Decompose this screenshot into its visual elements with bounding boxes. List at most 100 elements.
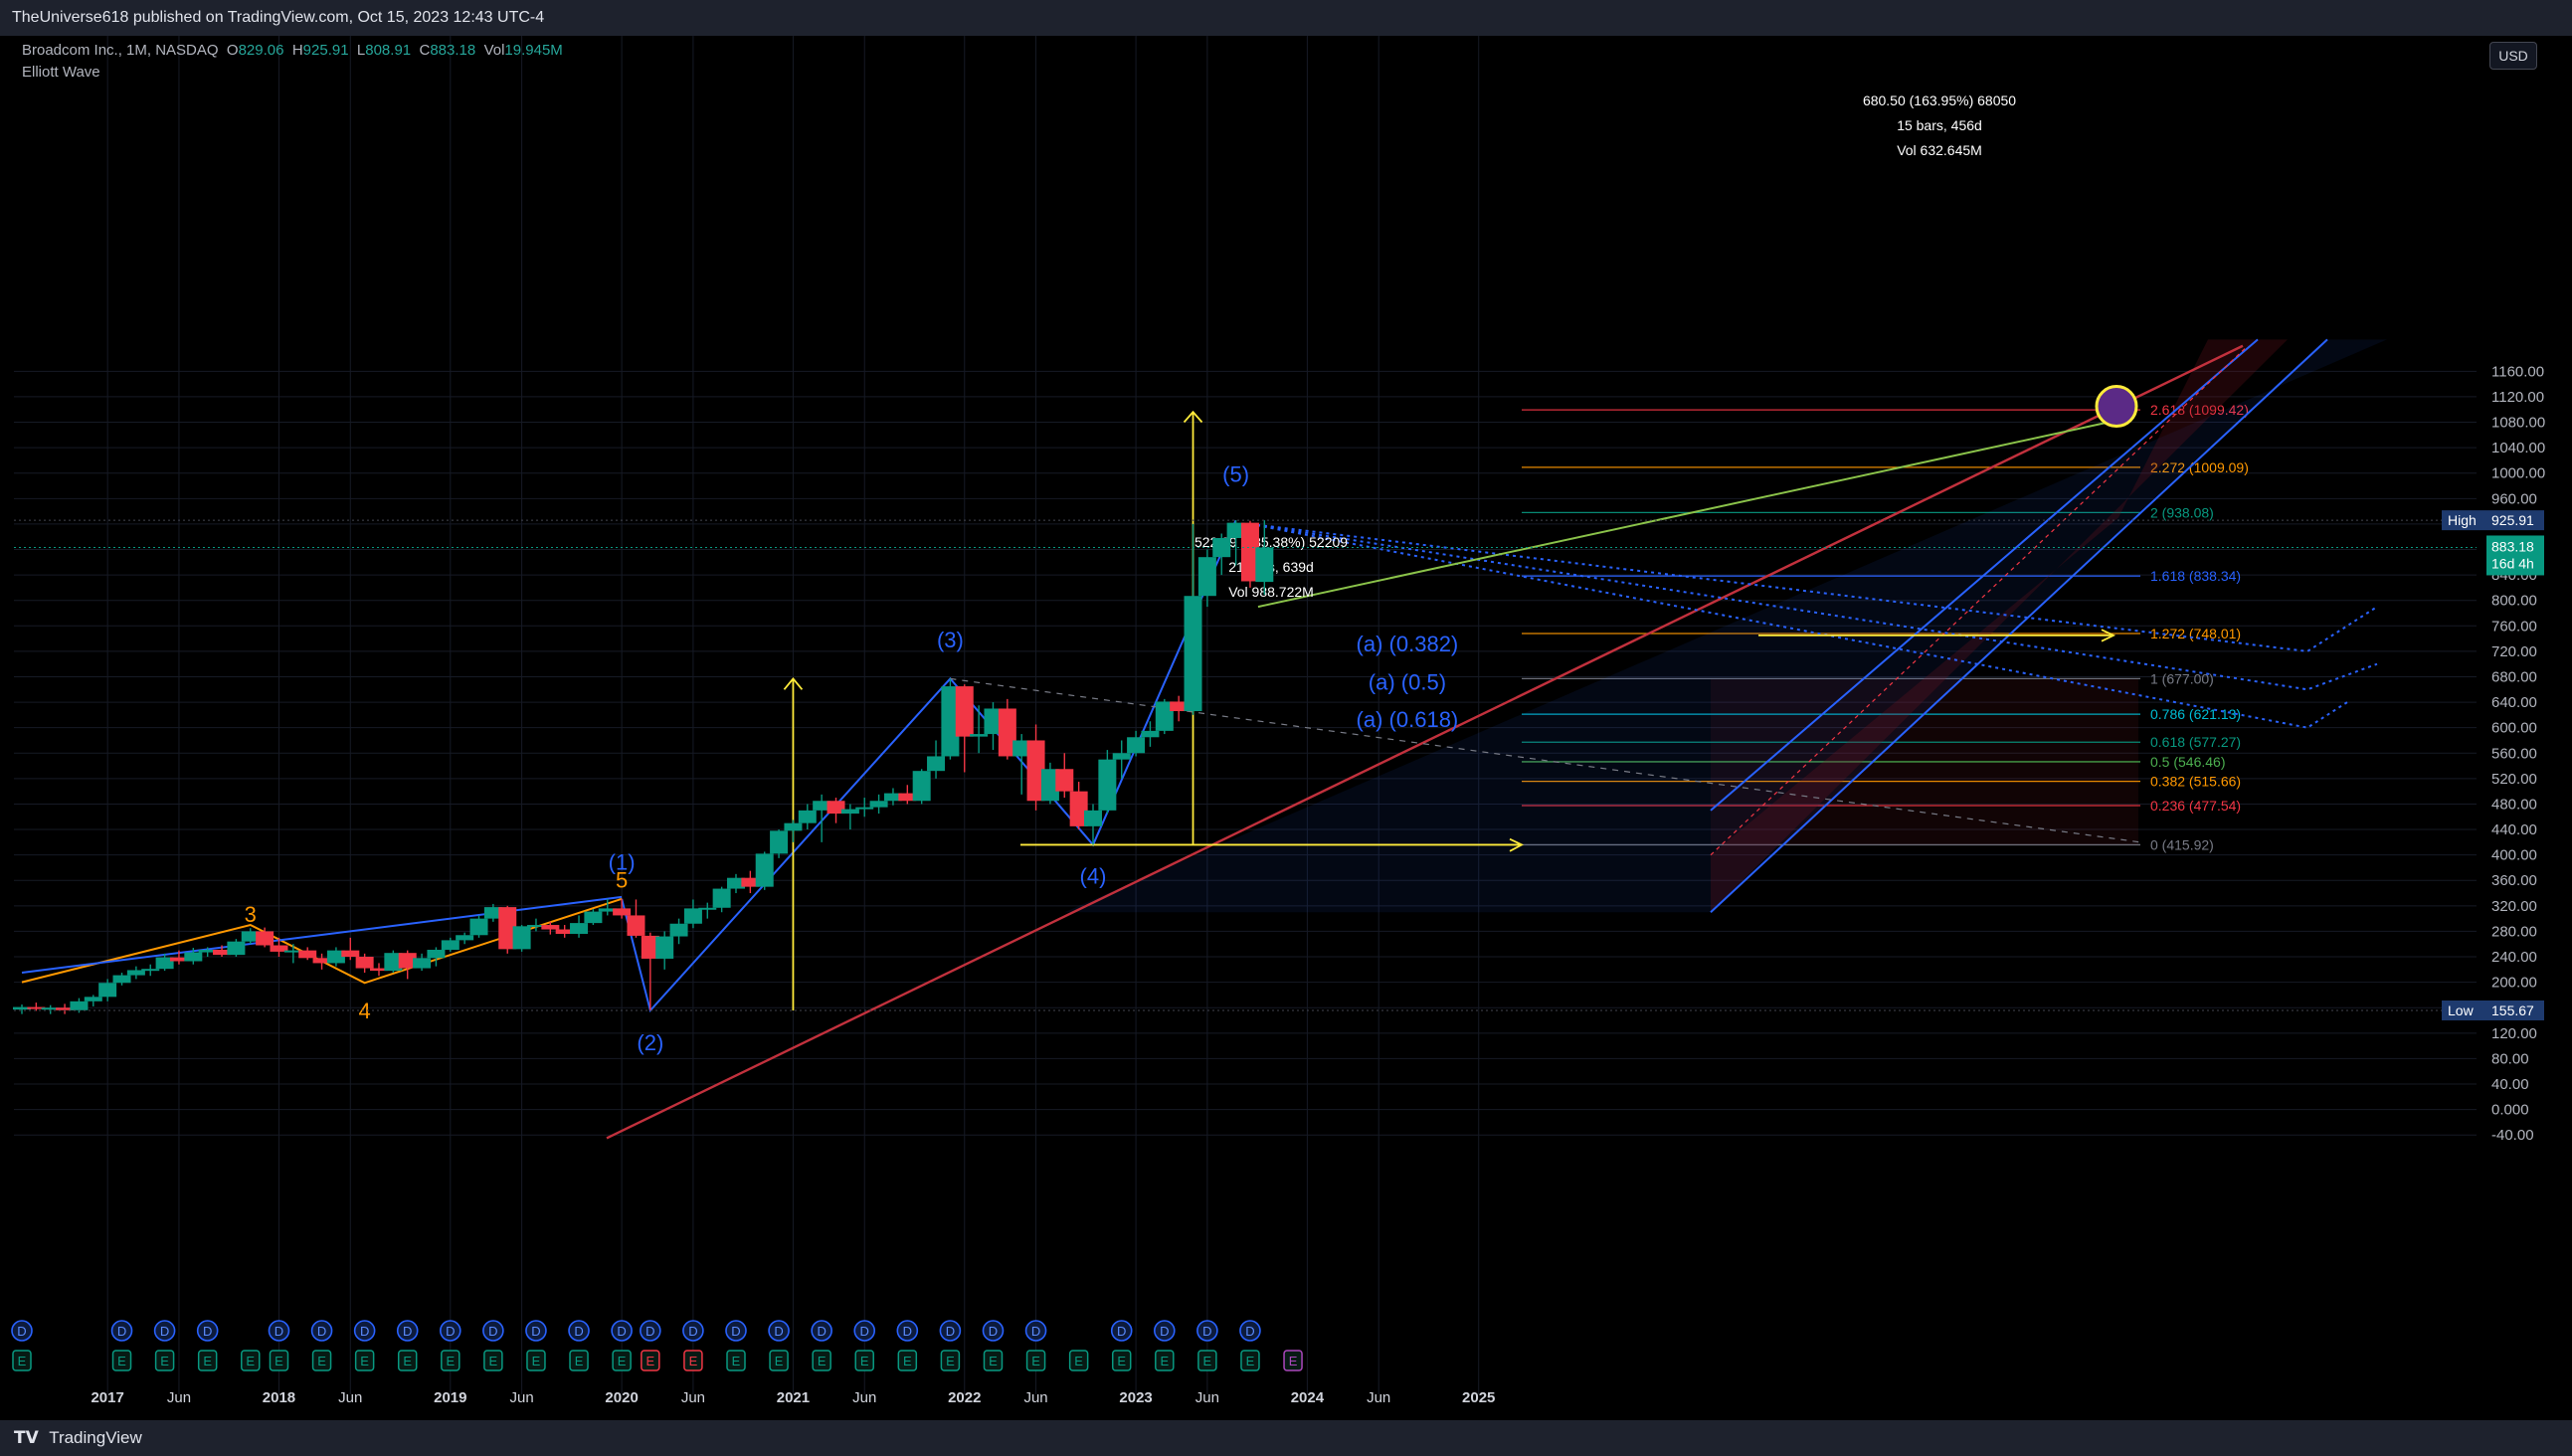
y-tick-label: 360.00 <box>2491 872 2537 889</box>
candle-body <box>898 793 917 802</box>
earnings-marker-letter: E <box>1031 1354 1040 1368</box>
wave-label: (a) (0.5) <box>1369 669 1446 694</box>
dividend-marker-letter: D <box>989 1324 998 1339</box>
footer-brand[interactable]: TradingView <box>49 1428 142 1447</box>
close-value: 883.18 <box>430 42 476 59</box>
fib-level-label: 2.272 (1009.09) <box>2150 459 2249 475</box>
dividend-marker-letter: D <box>488 1324 497 1339</box>
high-badge-label: High <box>2448 512 2477 528</box>
earnings-marker-letter: E <box>732 1354 741 1368</box>
low-badge-value: 155.67 <box>2491 1002 2534 1018</box>
y-tick-label: 640.00 <box>2491 694 2537 711</box>
earnings-marker <box>1068 1350 1089 1371</box>
candle-body <box>613 908 632 916</box>
fib-level-label: 0.786 (621.13) <box>2150 706 2241 722</box>
dividend-marker-letter: D <box>1245 1324 1254 1339</box>
measure-arrowhead-2b <box>2101 629 2116 642</box>
target-path-line <box>1257 421 2110 609</box>
high-badge-value: 925.91 <box>2491 512 2534 528</box>
channel-red-fill <box>1711 339 2288 913</box>
fib-level-label: 1.618 (838.34) <box>2150 568 2241 584</box>
measurement-text: Vol 632.645M <box>1897 142 1982 158</box>
candle-body <box>98 983 117 998</box>
candle-body <box>755 853 774 887</box>
candle-body <box>355 957 374 969</box>
dividend-marker <box>853 1320 876 1342</box>
candle-body <box>1055 769 1074 792</box>
dividend-marker <box>1196 1320 1218 1342</box>
dividend-marker <box>353 1320 376 1342</box>
dividend-marker-letter: D <box>774 1324 783 1339</box>
y-tick-label: 400.00 <box>2491 847 2537 864</box>
earnings-marker <box>726 1350 746 1371</box>
candle-body <box>213 949 232 956</box>
candle-body <box>770 830 789 854</box>
earnings-marker <box>897 1350 918 1371</box>
price-scale-background <box>2477 36 2572 1420</box>
high-value: 925.91 <box>302 42 349 59</box>
symbol-legend[interactable]: Broadcom Inc., 1M, NASDAQ O829.06 H925.9… <box>22 42 563 59</box>
y-tick-label: 280.00 <box>2491 923 2537 940</box>
candle-body <box>241 931 260 942</box>
candle-body <box>112 975 131 984</box>
earnings-marker-letter: E <box>18 1354 27 1368</box>
candle-body <box>655 936 674 959</box>
y-tick-label: 40.00 <box>2491 1076 2529 1093</box>
candle-body <box>998 708 1016 757</box>
dividend-marker-letter: D <box>645 1324 654 1339</box>
measurement-text: 15 bars, 456d <box>1897 117 1982 133</box>
x-tick-label: Jun <box>338 1389 362 1406</box>
high-badge <box>2442 510 2544 531</box>
earnings-marker <box>569 1350 589 1371</box>
candle-body <box>855 807 874 810</box>
earnings-marker-letter: E <box>532 1354 541 1368</box>
projection-path-a <box>1249 522 2378 691</box>
candle-body <box>984 708 1003 735</box>
fib-level-label: 2 (938.08) <box>2150 504 2214 520</box>
earnings-marker <box>641 1350 660 1371</box>
channel-upper-line <box>1710 338 2259 812</box>
dividend-marker <box>1110 1320 1133 1342</box>
candle-body <box>912 771 931 802</box>
earnings-marker-letter: E <box>246 1354 255 1368</box>
y-tick-label: 1120.00 <box>2491 389 2544 406</box>
currency-button[interactable]: USD <box>2489 42 2537 70</box>
indicator-name[interactable]: Elliott Wave <box>22 64 100 81</box>
candle-body <box>512 926 531 950</box>
price-chart[interactable]: 1160.00 1120.00 1080.00 1040.00 1000.00 960.0… <box>0 36 2572 1420</box>
earnings-marker <box>1111 1350 1132 1371</box>
earnings-marker <box>683 1350 703 1371</box>
earnings-marker-letter: E <box>989 1354 998 1368</box>
candle-body <box>283 950 302 953</box>
earnings-marker-letter: E <box>489 1354 498 1368</box>
low-badge <box>2442 1000 2544 1020</box>
x-tick-label: Jun <box>510 1389 534 1406</box>
last-price-badge <box>2486 535 2544 576</box>
fib-level-label: 0.618 (577.27) <box>2150 734 2241 750</box>
y-tick-label: 960.00 <box>2491 490 2537 507</box>
candle-body <box>184 952 203 962</box>
earnings-marker <box>397 1350 418 1371</box>
fib-level-label: 0.5 (546.46) <box>2150 754 2226 770</box>
earnings-marker-letter: E <box>317 1354 326 1368</box>
y-tick-label: 80.00 <box>2491 1050 2529 1067</box>
last-price-value: 883.18 <box>2491 538 2534 554</box>
earnings-marker <box>154 1350 175 1371</box>
earnings-marker-letter: E <box>860 1354 869 1368</box>
earnings-marker-letter: E <box>689 1354 698 1368</box>
earnings-marker <box>612 1350 632 1371</box>
x-tick-label: 2021 <box>777 1389 810 1406</box>
fib-level-label: 2.618 (1099.42) <box>2150 402 2249 418</box>
candle-body <box>526 925 545 928</box>
x-tick-label: 2022 <box>948 1389 981 1406</box>
channel-lower-line <box>1710 338 2328 913</box>
candle-body <box>669 923 688 937</box>
dividend-marker-letter: D <box>446 1324 455 1339</box>
y-tick-label: 1160.00 <box>2491 363 2544 380</box>
candle-body <box>27 1006 46 1009</box>
open-value: 829.06 <box>238 42 284 59</box>
candle-body <box>1127 737 1146 754</box>
volume-value: 19.945M <box>504 42 563 59</box>
dividend-marker-letter: D <box>903 1324 912 1339</box>
candle-body <box>784 822 803 831</box>
